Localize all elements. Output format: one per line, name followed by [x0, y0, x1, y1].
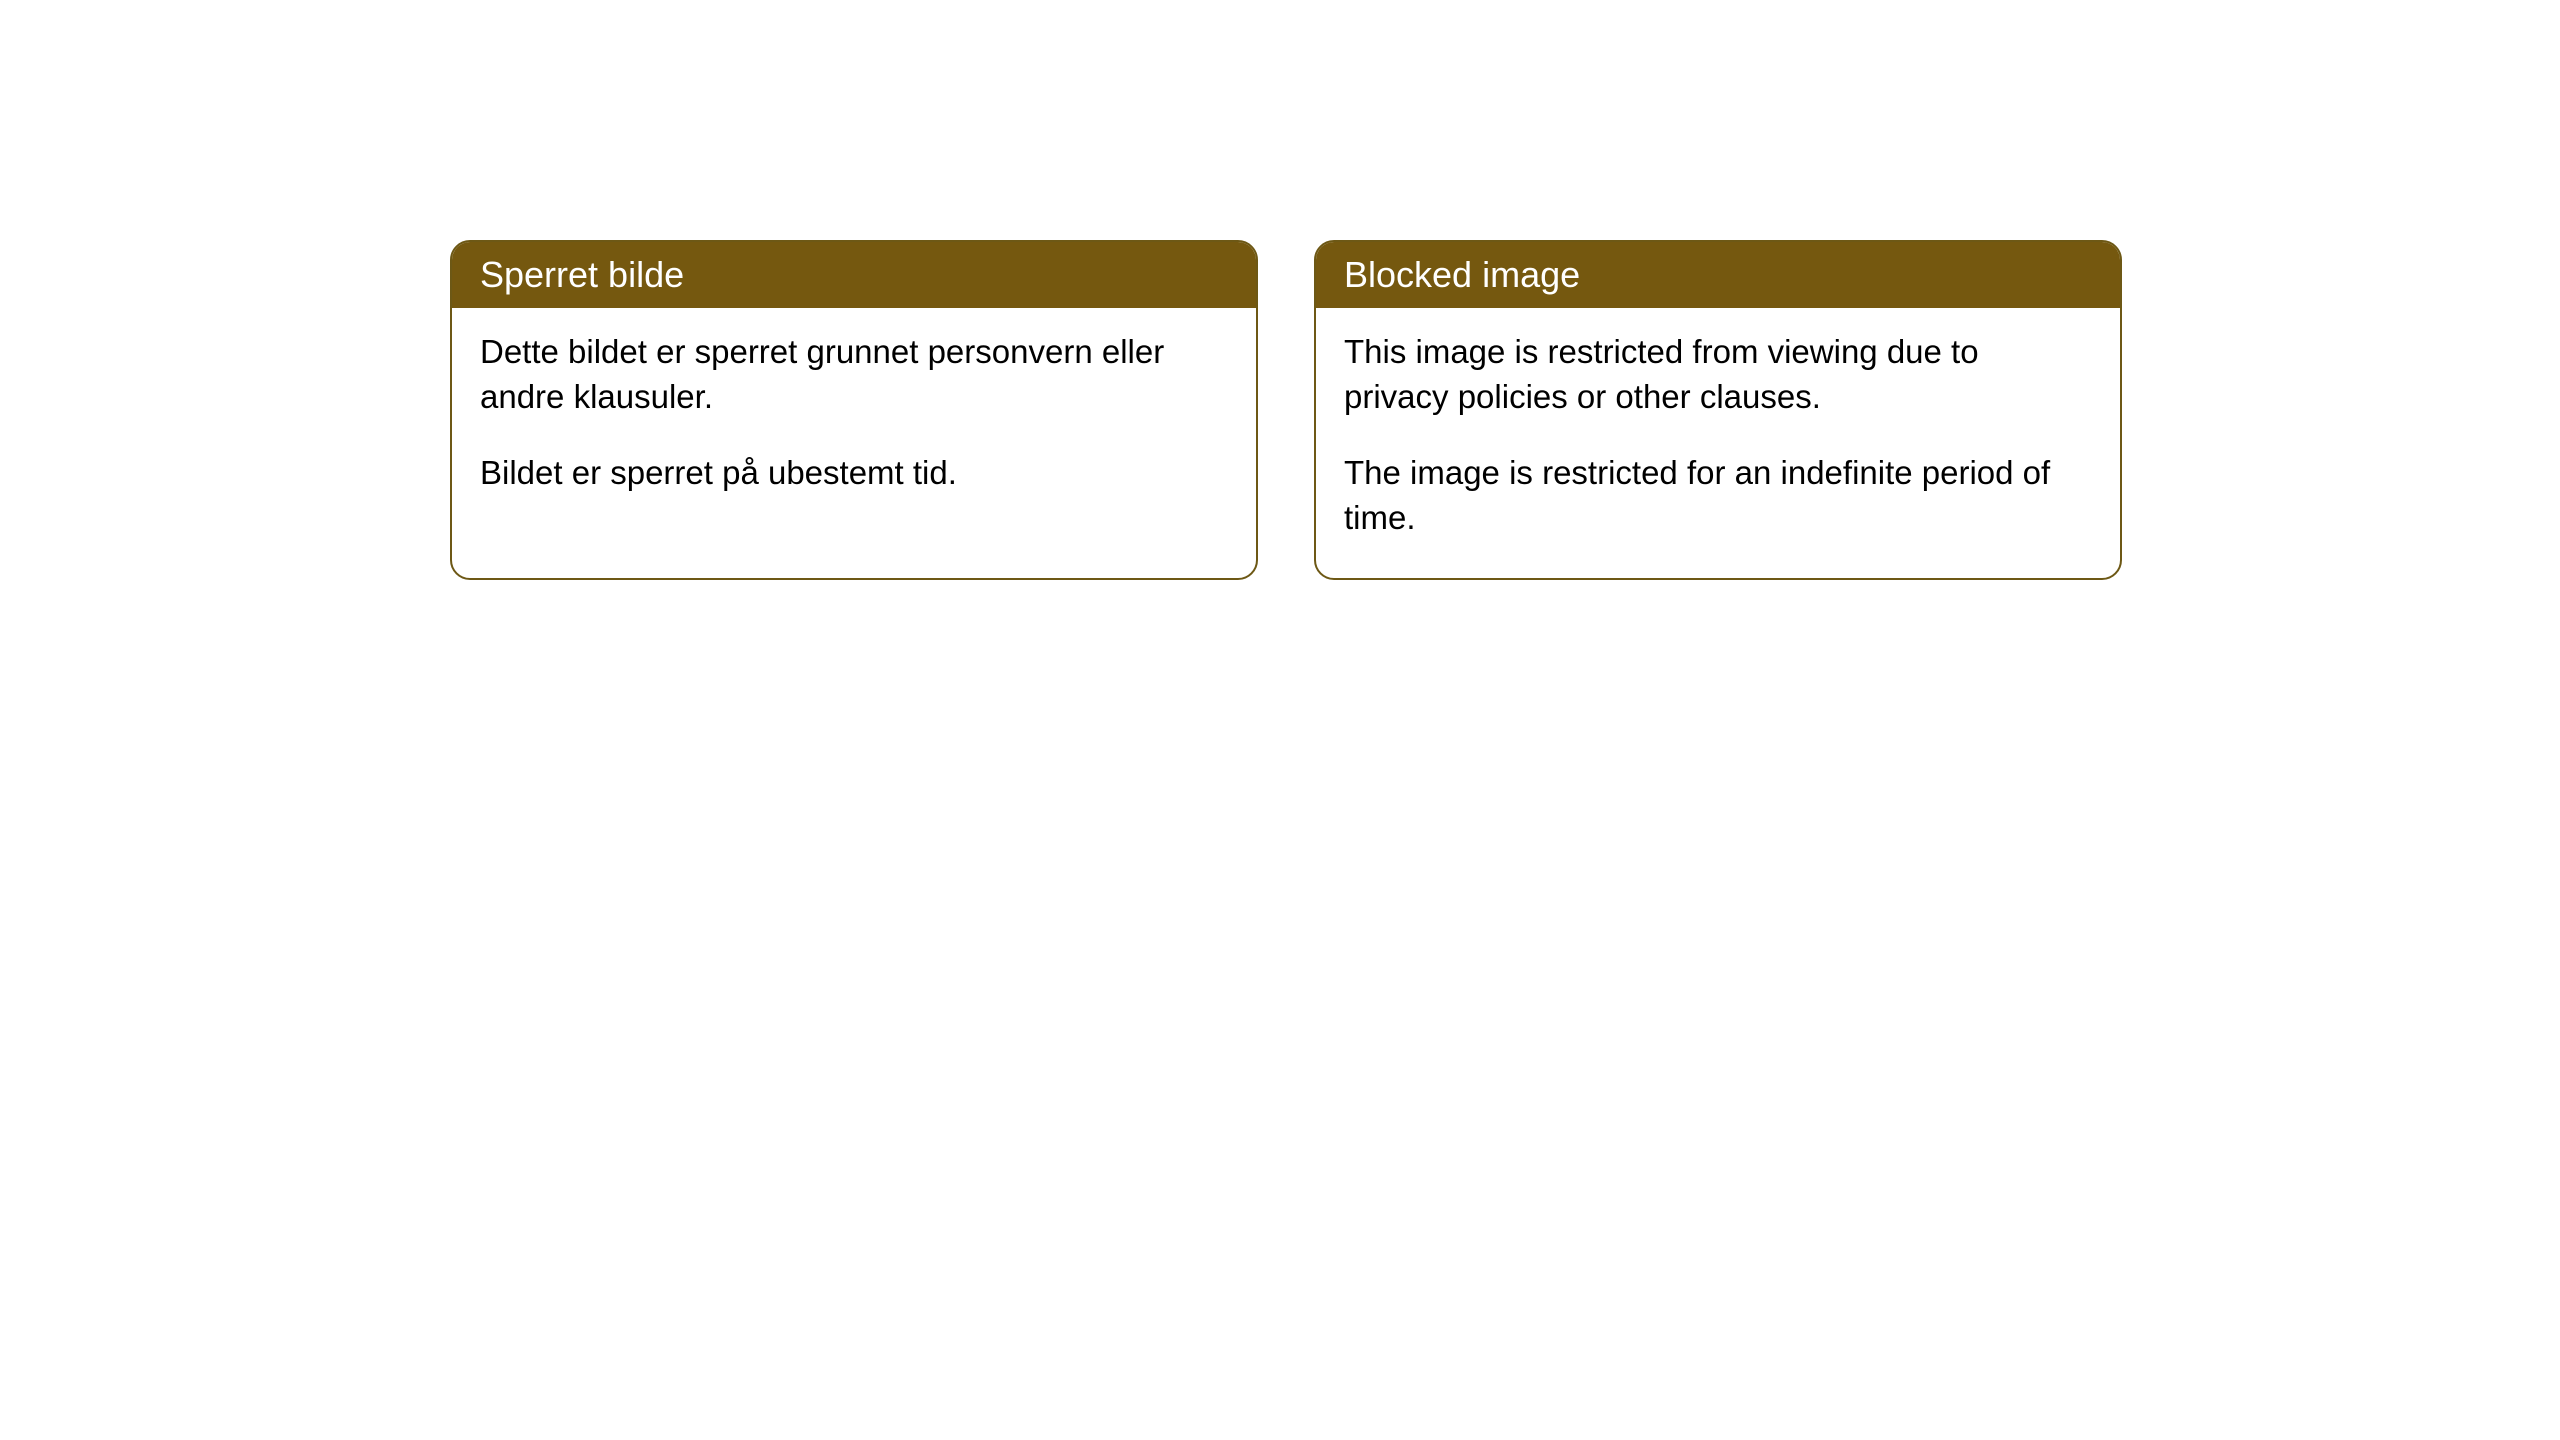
card-paragraph: This image is restricted from viewing du… [1344, 330, 2092, 419]
card-header: Sperret bilde [452, 242, 1256, 308]
card-paragraph: Dette bildet er sperret grunnet personve… [480, 330, 1228, 419]
card-title: Sperret bilde [480, 254, 684, 295]
notice-card-english: Blocked image This image is restricted f… [1314, 240, 2122, 580]
notice-card-norwegian: Sperret bilde Dette bildet er sperret gr… [450, 240, 1258, 580]
card-paragraph: The image is restricted for an indefinit… [1344, 451, 2092, 540]
card-title: Blocked image [1344, 254, 1580, 295]
notice-container: Sperret bilde Dette bildet er sperret gr… [450, 240, 2122, 580]
card-body: Dette bildet er sperret grunnet personve… [452, 308, 1256, 534]
card-paragraph: Bildet er sperret på ubestemt tid. [480, 451, 1228, 496]
card-header: Blocked image [1316, 242, 2120, 308]
card-body: This image is restricted from viewing du… [1316, 308, 2120, 578]
